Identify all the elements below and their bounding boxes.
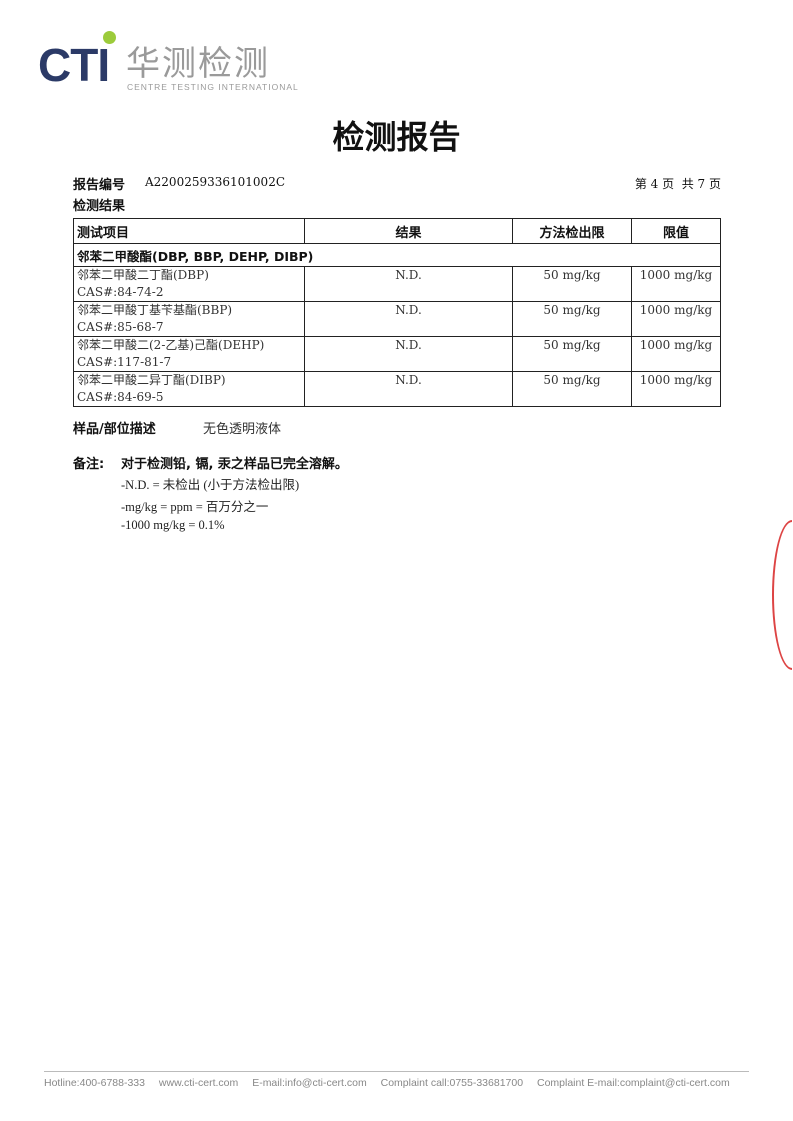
- footer: Hotline:400-6788-333 www.cti-cert.com E-…: [44, 1077, 754, 1089]
- result-cell: N.D.: [304, 336, 513, 372]
- sample-value: 无色透明液体: [203, 422, 282, 437]
- item-name: 邻苯二甲酸二丁酯(DBP): [77, 268, 209, 282]
- result-cell: N.D.: [304, 371, 513, 407]
- footer-hotline: Hotline:400-6788-333: [44, 1077, 145, 1089]
- logo-en: CENTRE TESTING INTERNATIONAL: [127, 82, 299, 92]
- item-cell: 邻苯二甲酸二异丁酯(DIBP) CAS#:84-69-5: [73, 371, 305, 407]
- remark-line: -N.D. = 未检出 (小于方法检出限): [121, 478, 300, 492]
- mdl-cell: 50 mg/kg: [512, 371, 632, 407]
- limit-cell: 1000 mg/kg: [631, 266, 721, 302]
- results-table: 测试项目 结果 方法检出限 限值 邻苯二甲酸酯(DBP, BBP, DEHP, …: [73, 218, 721, 407]
- footer-complaint-email: Complaint E-mail:complaint@cti-cert.com: [536, 1077, 730, 1089]
- header-item: 测试项目: [73, 218, 305, 244]
- mdl-cell: 50 mg/kg: [512, 336, 632, 372]
- table-row: 邻苯二甲酸二(2-乙基)己酯(DEHP) CAS#:117-81-7 N.D. 5…: [73, 336, 721, 372]
- group-row: 邻苯二甲酸酯(DBP, BBP, DEHP, DIBP): [73, 243, 721, 267]
- result-cell: N.D.: [304, 266, 513, 302]
- remark-line: -1000 mg/kg = 0.1%: [121, 518, 225, 532]
- table-header: 测试项目 结果 方法检出限 限值: [73, 218, 721, 244]
- logo: CTI: [38, 39, 110, 91]
- item-cell: 邻苯二甲酸二丁酯(DBP) CAS#:84-74-2: [73, 266, 305, 302]
- table-row: 邻苯二甲酸二异丁酯(DIBP) CAS#:84-69-5 N.D. 50 mg/k…: [73, 371, 721, 407]
- logo-cn: 华测检测: [126, 44, 270, 84]
- header-result: 结果: [304, 218, 513, 244]
- remark-line: -mg/kg = ppm = 百万分之一: [121, 500, 269, 514]
- item-cas: CAS#:84-74-2: [77, 285, 164, 299]
- header-limit: 限值: [631, 218, 721, 244]
- item-cas: CAS#:85-68-7: [77, 320, 164, 334]
- footer-website: www.cti-cert.com: [158, 1077, 239, 1089]
- item-name: 邻苯二甲酸二异丁酯(DIBP): [77, 373, 226, 387]
- mdl-cell: 50 mg/kg: [512, 266, 632, 302]
- result-cell: N.D.: [304, 301, 513, 337]
- item-cas: CAS#:117-81-7: [77, 355, 172, 369]
- page-indicator: 第 4 页 共 7 页: [634, 177, 721, 191]
- footer-divider: [44, 1071, 749, 1072]
- remarks-headline: 对于检测铅, 镉, 汞之样品已完全溶解。: [121, 457, 348, 472]
- footer-email: E-mail:info@cti-cert.com: [252, 1077, 367, 1089]
- limit-cell: 1000 mg/kg: [631, 371, 721, 407]
- limit-cell: 1000 mg/kg: [631, 336, 721, 372]
- header-mdl: 方法检出限: [512, 218, 632, 244]
- stamp-seal: [772, 520, 792, 670]
- sample-label: 样品/部位描述: [73, 422, 156, 437]
- item-cell: 邻苯二甲酸二(2-乙基)己酯(DEHP) CAS#:117-81-7: [73, 336, 305, 372]
- report-number: A2200259336101002C: [145, 175, 286, 189]
- group-label: 邻苯二甲酸酯(DBP, BBP, DEHP, DIBP): [73, 243, 721, 267]
- footer-complaint-call: Complaint call:0755-33681700: [380, 1077, 524, 1089]
- report-number-label: 报告编号: [73, 178, 126, 193]
- item-name: 邻苯二甲酸丁基苄基酯(BBP): [77, 303, 233, 317]
- item-name: 邻苯二甲酸二(2-乙基)己酯(DEHP): [77, 338, 265, 352]
- item-cas: CAS#:84-69-5: [77, 390, 164, 404]
- limit-cell: 1000 mg/kg: [631, 301, 721, 337]
- mdl-cell: 50 mg/kg: [512, 301, 632, 337]
- page-title: 检测报告: [332, 118, 461, 156]
- remarks-label: 备注:: [73, 457, 105, 472]
- table-row: 邻苯二甲酸丁基苄基酯(BBP) CAS#:85-68-7 N.D. 50 mg/k…: [73, 301, 721, 337]
- logo-dot: [103, 31, 116, 44]
- table-row: 邻苯二甲酸二丁酯(DBP) CAS#:84-74-2 N.D. 50 mg/kg …: [73, 266, 721, 302]
- section-title: 检测结果: [73, 199, 126, 214]
- item-cell: 邻苯二甲酸丁基苄基酯(BBP) CAS#:85-68-7: [73, 301, 305, 337]
